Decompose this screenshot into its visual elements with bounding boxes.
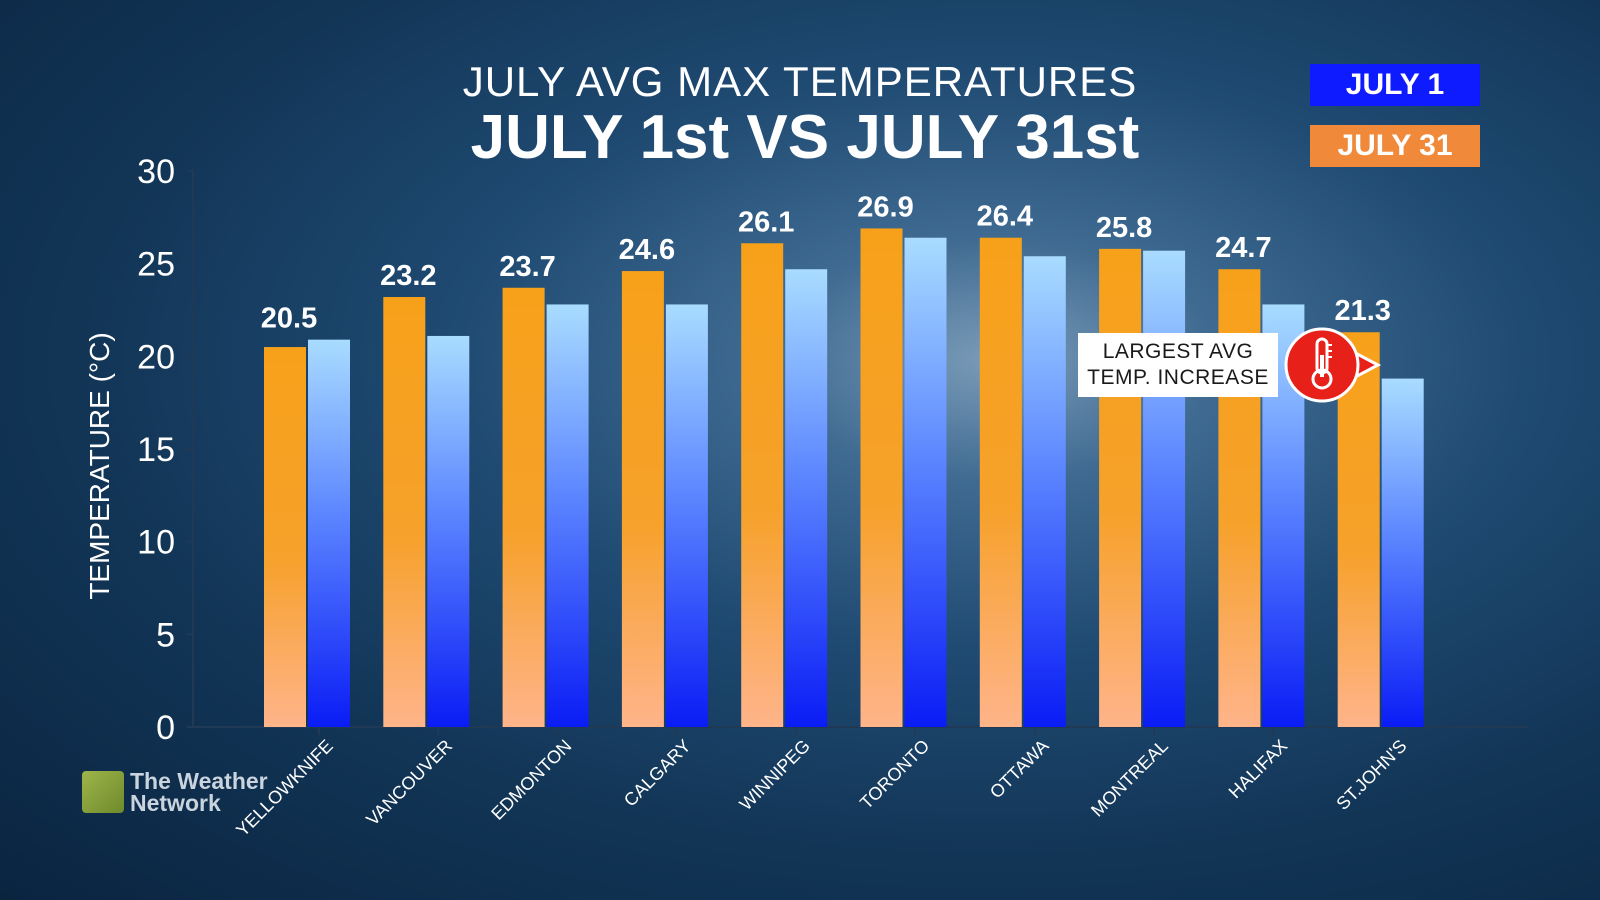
data-label: 20.5 xyxy=(261,303,317,335)
legend-july1: JULY 1 xyxy=(1310,64,1480,106)
bar-july1 xyxy=(1143,250,1186,727)
legend-july31: JULY 31 xyxy=(1310,125,1480,167)
thermometer-icon xyxy=(1284,327,1382,403)
bar-july1 xyxy=(1023,256,1066,727)
bar-july31 xyxy=(621,271,664,727)
bar-july31 xyxy=(979,237,1022,727)
x-category-label: WINNIPEG xyxy=(736,736,814,814)
bar-july31 xyxy=(502,287,545,727)
legend-july31-label: JULY 31 xyxy=(1337,129,1453,162)
y-axis-label: TEMPERATURE (°C) xyxy=(84,332,115,600)
bar-july1 xyxy=(308,339,350,727)
bar-july31 xyxy=(1337,332,1380,727)
bar-july1 xyxy=(427,335,470,727)
data-label: 25.8 xyxy=(1096,212,1152,244)
chart-subtitle: JULY 1st VS JULY 31st xyxy=(470,103,1140,172)
legend-july1-label: JULY 1 xyxy=(1345,68,1445,101)
callout-line-2: TEMP. INCREASE xyxy=(1087,366,1269,389)
x-category-label: HALIFAX xyxy=(1225,736,1291,802)
bar-july1 xyxy=(665,304,708,727)
y-tick-label: 5 xyxy=(156,616,175,654)
x-category-label: OTTAWA xyxy=(986,736,1053,803)
bar-july31 xyxy=(860,228,903,727)
y-tick-label: 15 xyxy=(137,431,175,469)
y-tick-label: 0 xyxy=(156,709,175,747)
data-label: 26.9 xyxy=(857,191,913,223)
y-tick-label: 30 xyxy=(137,153,175,191)
data-label: 21.3 xyxy=(1334,295,1390,327)
y-tick-label: 25 xyxy=(137,246,175,284)
data-label: 24.7 xyxy=(1215,232,1271,264)
logo-mark xyxy=(82,771,124,813)
data-label: 23.7 xyxy=(499,251,555,283)
weather-network-logo: The Weather Network xyxy=(82,768,268,816)
x-category-label: MONTREAL xyxy=(1087,736,1172,821)
callout-line-1: LARGEST AVG xyxy=(1102,340,1254,363)
largest-increase-callout: LARGEST AVG TEMP. INCREASE xyxy=(1078,333,1278,397)
logo-text: The Weather Network xyxy=(130,768,268,816)
logo-line-1: The Weather xyxy=(130,768,268,794)
chart-title: JULY AVG MAX TEMPERATURES xyxy=(462,58,1138,105)
y-tick-label: 20 xyxy=(137,338,175,376)
bar-july1 xyxy=(904,237,947,727)
bar-july1 xyxy=(546,304,589,727)
data-label: 24.6 xyxy=(619,234,675,266)
bar-july31 xyxy=(1099,248,1142,727)
x-category-label: VANCOUVER xyxy=(362,736,456,830)
bar-july31 xyxy=(264,347,306,727)
x-category-label: CALGARY xyxy=(620,736,695,811)
x-category-label: EDMONTON xyxy=(487,736,575,824)
bar-july1 xyxy=(785,269,828,727)
data-label: 26.1 xyxy=(738,206,794,238)
data-label: 26.4 xyxy=(977,201,1033,233)
bar-july1 xyxy=(1381,378,1424,727)
x-category-label: ST.JOHN'S xyxy=(1332,736,1410,814)
y-tick-label: 10 xyxy=(137,524,175,562)
bar-july31 xyxy=(741,243,784,727)
bar-july31 xyxy=(383,297,426,727)
x-category-label: TORONTO xyxy=(856,736,933,813)
data-label: 23.2 xyxy=(380,260,436,292)
chart-bars xyxy=(264,228,1424,727)
logo-line-2: Network xyxy=(130,790,221,816)
